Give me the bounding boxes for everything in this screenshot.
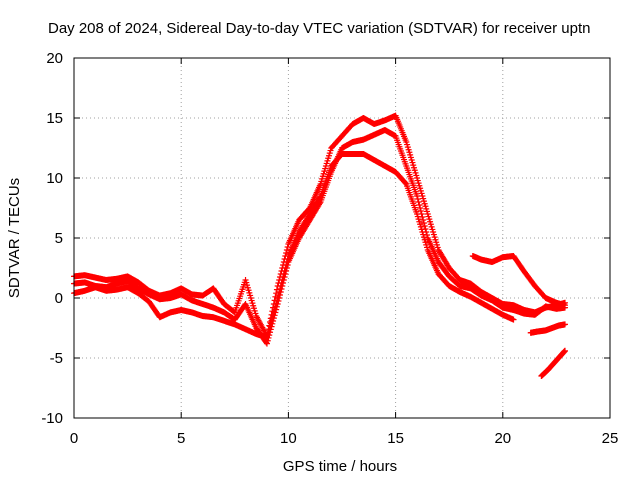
series-track-1 [71,113,568,340]
x-tick-label: 0 [70,430,78,447]
x-tick-label: 10 [280,430,297,447]
y-tick-label: 20 [46,50,63,67]
data-point [416,199,422,205]
y-tick-label: -10 [41,410,63,427]
series-track-5 [528,321,568,335]
y-tick-label: 15 [46,110,63,127]
data-point [415,196,421,202]
data-point [418,208,424,214]
x-axis-title: GPS time / hours [283,458,397,475]
y-tick-label: 0 [55,290,63,307]
y-axis-title: SDTVAR / TECUs [6,178,23,298]
axis-ticks: 0 5 10 15 20 25 -10 -5 0 5 10 15 20 [41,50,618,447]
series-track-2 [71,127,568,347]
series-track-6 [538,348,568,379]
x-tick-label: 20 [494,430,511,447]
data-point [421,220,427,226]
y-tick-label: -5 [50,350,63,367]
grid-lines [74,58,610,418]
sdtvar-chart: Day 208 of 2024, Sidereal Day-to-day VTE… [0,0,640,480]
data-marks [71,113,568,379]
x-tick-label: 25 [602,430,619,447]
y-tick-label: 10 [46,170,63,187]
chart-title: Day 208 of 2024, Sidereal Day-to-day VTE… [48,20,590,37]
series-track-3 [71,151,517,341]
x-tick-label: 5 [177,430,185,447]
x-tick-label: 15 [387,430,404,447]
y-tick-label: 5 [55,230,63,247]
